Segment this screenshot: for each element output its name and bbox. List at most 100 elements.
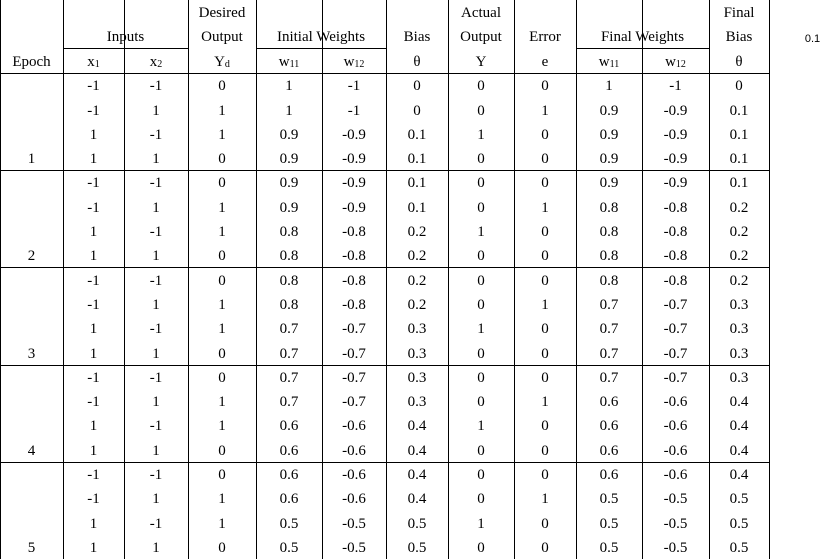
epoch-cell [0, 316, 63, 340]
table-cell: -0.8 [663, 248, 688, 265]
epoch-cell [0, 267, 63, 291]
epoch-cell: 5 [27, 539, 36, 556]
table-cell: -1 [87, 175, 100, 192]
table-cell: 0.7 [279, 345, 299, 362]
table-cell: -1 [149, 515, 163, 532]
table-cell: 0.9 [279, 175, 299, 192]
table-cell: -0.8 [663, 272, 688, 289]
epoch-cell: 2 [27, 248, 36, 265]
epoch-cell [0, 195, 63, 219]
table-cell: 1 [218, 126, 226, 143]
column-border [63, 0, 64, 559]
table-cell: 0 [477, 345, 485, 362]
column-border [386, 0, 387, 559]
epoch-cell [0, 413, 63, 437]
table-cell: 0 [477, 491, 485, 508]
table-cell: 0.3 [729, 296, 749, 313]
column-border [448, 0, 449, 559]
table-cell: 0 [413, 78, 421, 95]
table-cell: 1 [89, 248, 98, 265]
table-cell: 0.9 [279, 151, 299, 168]
table-cell: 0.8 [599, 272, 619, 289]
table-cell: 0 [218, 467, 226, 484]
header-theta: θ [413, 54, 421, 70]
column-border [709, 0, 710, 559]
table-cell: -1 [87, 102, 100, 119]
table-cell: 1 [218, 296, 226, 313]
column-border [769, 0, 770, 559]
table-cell: 1 [477, 126, 485, 143]
table-cell: 0 [218, 272, 226, 289]
table-cell: 0.3 [729, 369, 749, 386]
table-cell: 0 [413, 102, 421, 119]
table-cell: 0.4 [729, 442, 749, 459]
table-cell: 0.4 [729, 418, 749, 435]
table-cell: -0.9 [663, 126, 688, 143]
table-cell: -1 [87, 272, 100, 289]
table-cell: 0.7 [599, 369, 619, 386]
table-cell: -0.5 [663, 539, 688, 556]
table-cell: 0.6 [279, 442, 299, 459]
table-cell: 0 [218, 175, 226, 192]
table-cell: 0 [218, 151, 226, 168]
table-cell: 0 [541, 224, 549, 241]
table-cell: 0.5 [599, 491, 619, 508]
table-cell: 1 [285, 102, 293, 119]
table-cell: -0.8 [342, 248, 366, 265]
table-cell: -1 [149, 272, 163, 289]
header-final-w12: w 12 [665, 54, 686, 70]
table-cell: 1 [218, 224, 226, 241]
table-cell: 1 [218, 515, 226, 532]
column-border [0, 0, 1, 559]
table-cell: -0.9 [342, 151, 366, 168]
epoch-cell: 3 [27, 345, 36, 362]
table-cell: 0.6 [279, 491, 299, 508]
table-cell: 0.3 [407, 321, 427, 338]
epoch-cell [0, 389, 63, 413]
table-cell: -0.7 [342, 394, 366, 411]
table-cell: 0 [541, 175, 549, 192]
table-cell: -0.9 [663, 175, 688, 192]
epoch-cell [0, 486, 63, 510]
table-cell: 0.9 [599, 151, 619, 168]
header-e: e [541, 54, 549, 70]
epoch-cell [0, 462, 63, 486]
table-cell: -0.9 [342, 126, 366, 143]
table-cell: -1 [149, 418, 163, 435]
table-cell: -0.8 [342, 272, 366, 289]
table-cell: 1 [541, 296, 549, 313]
table-cell: 1 [477, 321, 485, 338]
header-epoch: Epoch [12, 54, 51, 70]
table-cell: 0.9 [279, 126, 299, 143]
epoch-cell: 1 [27, 151, 36, 168]
table-cell: 0 [735, 78, 743, 95]
table-cell: 0.5 [599, 539, 619, 556]
table-cell: 1 [477, 418, 485, 435]
table-cell: 0.1 [729, 102, 749, 119]
table-cell: 0.2 [729, 248, 749, 265]
table-cell: 0.4 [407, 491, 427, 508]
table-cell: 0.7 [599, 296, 619, 313]
table-cell: 0.5 [599, 515, 619, 532]
column-border [188, 0, 189, 559]
table-cell: 0.2 [729, 224, 749, 241]
table-cell: 1 [218, 394, 226, 411]
header-w12: w 12 [343, 54, 365, 70]
table-cell: -1 [87, 296, 100, 313]
table-cell: 0.8 [599, 199, 619, 216]
table-cell: 1 [541, 199, 549, 216]
table-cell: 0.1 [407, 126, 427, 143]
table-cell: -0.7 [342, 321, 366, 338]
table-cell: 1 [89, 418, 98, 435]
table-cell: -1 [347, 78, 361, 95]
column-border [576, 0, 577, 559]
header-bias: Bias [403, 29, 431, 45]
table-cell: 0 [477, 369, 485, 386]
table-cell: 1 [89, 539, 98, 556]
table-cell: -1 [87, 199, 100, 216]
table-cell: 0 [218, 539, 226, 556]
table-cell: -0.6 [663, 418, 688, 435]
